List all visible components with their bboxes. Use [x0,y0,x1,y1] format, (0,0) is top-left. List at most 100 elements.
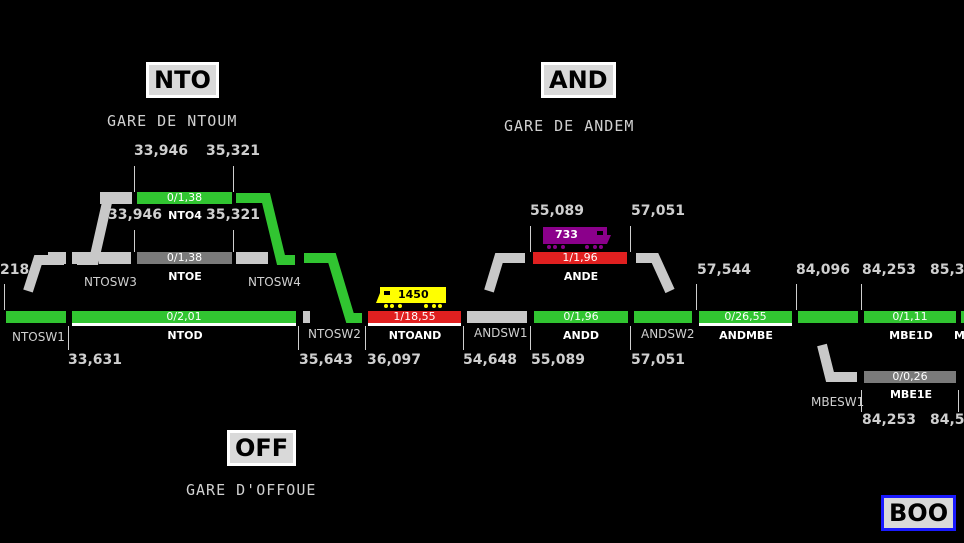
track-andd[interactable] [534,311,628,323]
km-tick [696,284,697,310]
km-label: 33,946 [134,143,189,159]
track-underline [699,323,792,326]
switch-ntosw1[interactable]: NTOSW1 [12,330,65,344]
km-tick [134,230,135,252]
track-ntoand[interactable] [368,311,461,323]
track-segment[interactable] [100,192,132,204]
track-mbe1d-value: 0/1,11 [892,310,928,323]
km-label: 55,089 [530,203,585,219]
switch-andsw2[interactable]: ANDSW2 [641,327,695,341]
station-box-boo[interactable]: BOO [879,494,958,532]
track-ande[interactable] [533,252,627,264]
ntosw1-diagonal [23,255,64,293]
track-ntoand-name: NTOAND [388,329,442,342]
track-andmbe[interactable] [699,311,792,323]
track-ntod-value: 0/2,01 [166,310,202,323]
track-ntoe-name: NTOE [168,270,202,283]
station-box-off[interactable]: OFF [225,429,298,467]
track-mbe1e-value: 0/0,26 [892,370,928,383]
track-segment[interactable] [99,252,131,264]
km-label: 35,321 [206,207,261,223]
ntosw2-diagonal [304,253,362,323]
track-nto4-name: NTO4 [168,209,202,222]
km-tick [861,390,862,412]
km-tick [630,326,631,350]
track-ntoand-value: 1/18,55 [393,310,436,323]
track-ande-name: ANDE [563,270,599,283]
track-mbesw[interactable] [798,311,858,323]
km-tick [796,284,797,310]
km-label: 57,544 [697,262,752,278]
track-truncated-name: M [954,329,964,342]
track-mbe1e-name: MBE1E [889,388,932,401]
km-label: 35,643 [299,352,354,368]
track-segment[interactable] [72,252,94,264]
train-1450-number: 1450 [398,288,429,301]
km-label: 35,321 [206,143,261,159]
switch-andsw1[interactable]: ANDSW1 [474,326,528,340]
km-label: 57,051 [631,352,686,368]
km-tick [4,284,5,310]
track-underline [368,323,461,326]
track-ntosw1[interactable] [6,311,66,323]
station-box-nto[interactable]: NTO [145,61,220,99]
km-label: 84,253 [862,412,917,428]
km-label: 36,097 [367,352,422,368]
track-andsw1[interactable] [467,311,527,323]
km-label: 33,946 [108,207,163,223]
locomotive-icon [376,287,446,308]
track-ntoe-value: 0/1,38 [166,251,203,264]
train-1450[interactable]: 1450 [376,285,448,309]
station-box-and[interactable]: AND [540,61,617,99]
mbesw1-diagonal [817,343,857,382]
track-ntod-name: NTOD [167,329,203,342]
track-ntoe[interactable] [137,252,232,264]
km-tick [861,284,862,310]
km-label: 84,253 [862,262,917,278]
track-ande-value: 1/1,96 [562,251,598,264]
andsw2-diagonal [636,253,675,294]
km-tick [958,390,959,412]
train-733-number: 733 [555,228,578,241]
km-tick [530,326,531,350]
track-segment[interactable] [961,311,964,323]
km-tick [463,326,464,350]
track-andmbe-name: ANDMBE [719,329,773,342]
track-nto4-value: 0/1,38 [166,191,203,204]
andsw1-diagonal [484,253,525,293]
track-nto4[interactable] [137,192,232,204]
track-mbe1d[interactable] [864,311,956,323]
track-andmbe-value: 0/26,55 [724,310,767,323]
switch-ntosw2[interactable]: NTOSW2 [308,327,361,341]
locomotive-icon [543,227,611,249]
km-tick [298,326,299,350]
km-label: 84,096 [796,262,851,278]
km-tick [233,230,234,252]
track-mbe1e[interactable] [864,371,956,383]
track-andsw2[interactable] [634,311,692,323]
km-label: 33,631 [68,352,123,368]
km-tick [233,166,234,192]
train-733[interactable]: 733 [541,225,613,251]
ntosw4-diagonal [236,193,295,265]
switch-ntosw3[interactable]: NTOSW3 [84,275,137,289]
track-mbe1d-name: MBE1D [889,329,933,342]
track-andd-name: ANDD [563,329,599,342]
switch-ntosw4[interactable]: NTOSW4 [248,275,301,289]
track-ntod[interactable] [72,311,296,323]
km-label: 85,3 [930,262,964,278]
km-label: 84,5 [930,412,964,428]
km-label: 218 [0,262,30,278]
track-segment[interactable] [236,252,268,264]
km-tick [530,226,531,252]
track-segment[interactable] [303,311,310,323]
km-label: 54,648 [463,352,518,368]
station-name-and: GARE DE ANDEM [504,117,635,135]
station-name-nto: GARE DE NTOUM [107,112,238,130]
station-name-off: GARE D'OFFOUE [186,481,317,499]
km-tick [68,326,69,350]
track-underline [72,323,296,326]
switch-mbesw1[interactable]: MBESW1 [811,395,865,409]
track-segment[interactable] [48,252,66,264]
